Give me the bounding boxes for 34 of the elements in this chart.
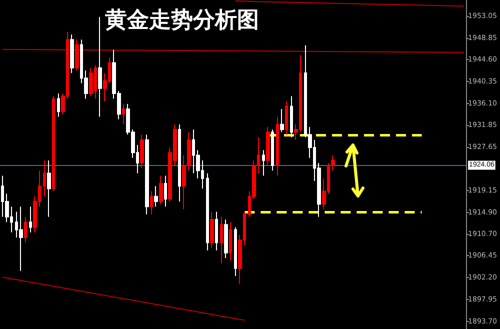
candlestick <box>140 134 144 169</box>
candlestick <box>215 211 218 251</box>
chart-title: 黄金走势分析图 <box>104 7 259 33</box>
candlestick <box>57 93 60 118</box>
candlestick <box>75 39 79 71</box>
candlestick <box>122 103 125 125</box>
candlestick <box>159 175 163 205</box>
candlestick <box>271 129 274 172</box>
candlestick <box>276 116 279 176</box>
candlestick <box>70 34 74 74</box>
candlestick <box>89 67 93 97</box>
candlestick <box>206 172 209 251</box>
candlestick <box>229 222 232 262</box>
candlestick <box>164 175 167 208</box>
candlestick <box>266 126 270 166</box>
candlestick <box>29 206 32 233</box>
candlestick <box>285 100 288 136</box>
candlestick <box>220 216 223 264</box>
candlestick <box>210 211 214 248</box>
candlestick <box>280 108 284 133</box>
candlestick <box>43 160 46 197</box>
candlestick <box>52 96 55 192</box>
candlestick <box>24 216 27 244</box>
candlestick <box>262 150 265 176</box>
candlestick <box>19 206 23 272</box>
candlestick <box>224 219 228 259</box>
candlestick <box>98 16 102 118</box>
candlestick <box>145 134 149 215</box>
candlestick <box>234 226 237 277</box>
candlestick <box>154 186 158 208</box>
candlestick <box>47 160 51 218</box>
candlestick <box>178 124 181 202</box>
candlestick <box>290 96 293 138</box>
candlestick <box>150 190 153 215</box>
